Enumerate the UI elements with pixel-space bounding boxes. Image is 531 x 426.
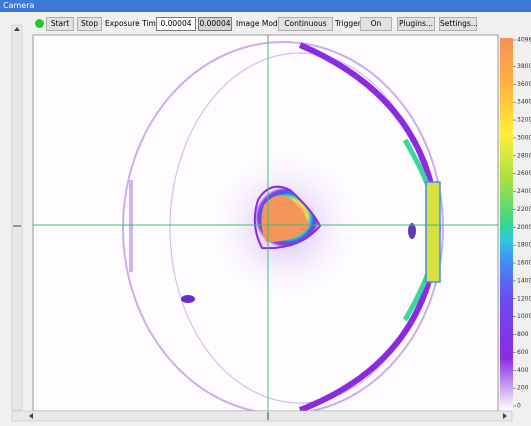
colorbar-label: 3600 bbox=[517, 81, 531, 88]
colorbar-label: 2800 bbox=[517, 152, 531, 159]
edge-band bbox=[129, 180, 133, 272]
colorbar-label: 400 bbox=[517, 367, 529, 374]
camera-window: Camera Start Stop Exposure Time 0.00004 … bbox=[0, 0, 531, 426]
colorbar-label: 800 bbox=[517, 331, 529, 338]
colorbar-label: 1200 bbox=[517, 295, 531, 302]
colorbar-label: 3000 bbox=[517, 134, 531, 141]
colorbar-label: 2000 bbox=[517, 224, 531, 231]
image-view: 0 200 400 600 800 1000 1200 1400 1600 1800 2000 220… bbox=[0, 0, 531, 426]
colorbar-label: 4096 bbox=[517, 37, 531, 44]
colorbar-label: 1600 bbox=[517, 260, 531, 267]
colorbar-label: 1000 bbox=[517, 313, 531, 320]
colorbar-label: 3800 bbox=[517, 63, 531, 70]
colorbar-label: 1400 bbox=[517, 277, 531, 284]
colorbar-label: 0 bbox=[517, 403, 521, 410]
colorbar-label: 3200 bbox=[517, 117, 531, 124]
colorbar-label: 2600 bbox=[517, 170, 531, 177]
colorbar bbox=[500, 38, 513, 410]
hot-band bbox=[426, 182, 440, 282]
colorbar-label: 2200 bbox=[517, 206, 531, 213]
h-scrollbar[interactable] bbox=[12, 411, 512, 421]
colorbar-label: 600 bbox=[517, 349, 529, 356]
colorbar-label: 2400 bbox=[517, 188, 531, 195]
colorbar-label: 200 bbox=[517, 385, 529, 392]
v-scrollbar[interactable] bbox=[12, 25, 22, 410]
colorbar-label: 3400 bbox=[517, 99, 531, 106]
spot bbox=[181, 295, 195, 303]
colorbar-label: 1800 bbox=[517, 242, 531, 249]
